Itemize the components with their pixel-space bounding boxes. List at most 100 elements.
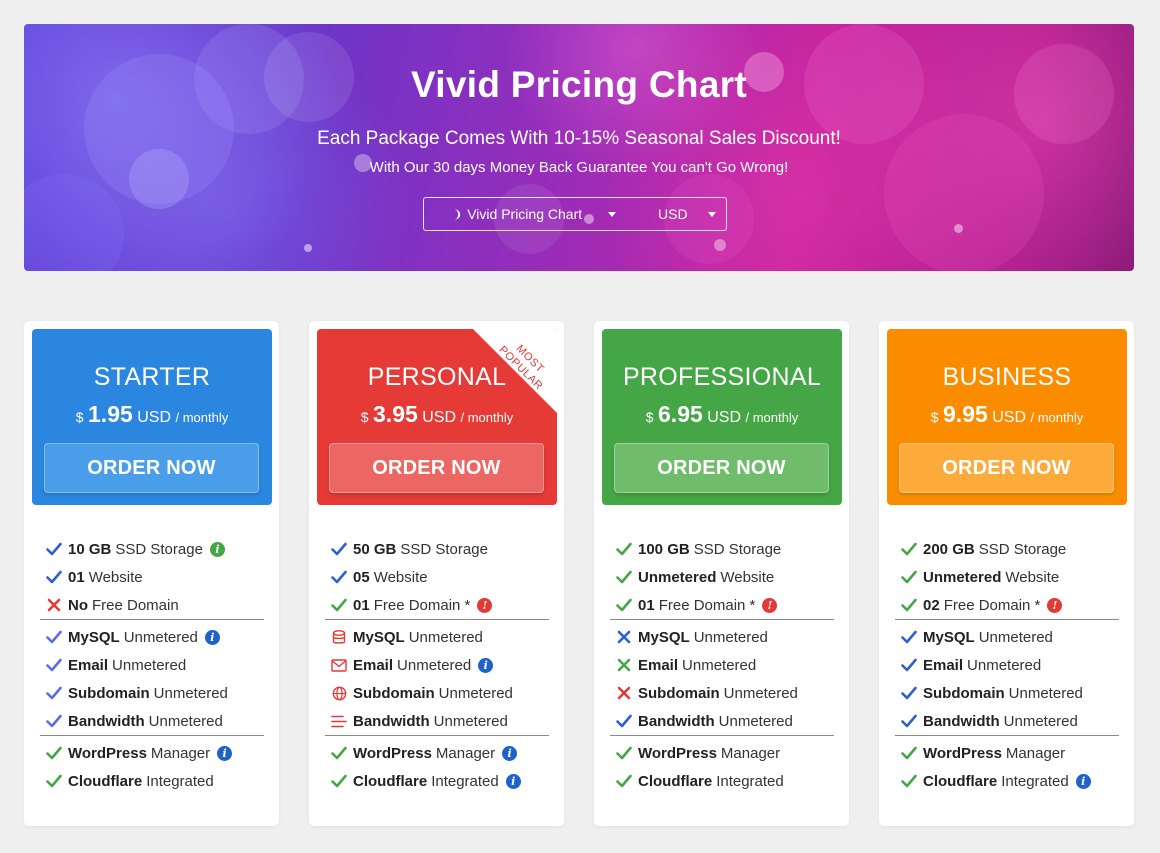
- feature-value: Cloudflare: [68, 772, 143, 790]
- info-icon[interactable]: i: [1075, 773, 1091, 789]
- check-icon: [44, 771, 64, 791]
- feature-value: Subdomain: [638, 684, 720, 702]
- feature-label: Free Domain *: [943, 596, 1041, 614]
- info-icon[interactable]: i: [505, 773, 521, 789]
- order-now-button[interactable]: ORDER NOW: [44, 443, 259, 493]
- plan-name: PROFESSIONAL: [622, 363, 822, 391]
- feature-item: Cloudflare Integrated: [610, 767, 834, 795]
- info-icon[interactable]: i: [209, 541, 225, 557]
- hero-subtitle: Each Package Comes With 10-15% Seasonal …: [317, 128, 841, 149]
- check-icon: [44, 683, 64, 703]
- pricing-card-personal: PERSONAL $ 3.95 USD / monthly ORDER NOW MOS…: [309, 321, 564, 826]
- feature-label: Unmetered: [112, 656, 187, 674]
- pricing-card-business: BUSINESS $ 9.95 USD / monthly ORDER NOW 200…: [879, 321, 1134, 826]
- feature-item: Email Unmetered: [40, 651, 264, 679]
- info-icon[interactable]: !: [1047, 597, 1063, 613]
- info-icon[interactable]: !: [477, 597, 493, 613]
- feature-label: Unmetered: [682, 656, 757, 674]
- order-now-button[interactable]: ORDER NOW: [614, 443, 829, 493]
- info-icon[interactable]: i: [204, 629, 220, 645]
- feature-value: Email: [638, 656, 679, 674]
- info-icon[interactable]: i: [478, 657, 494, 673]
- feature-value: 01: [68, 568, 85, 586]
- feature-label: SSD Storage: [400, 540, 488, 558]
- feature-value: Subdomain: [353, 684, 435, 702]
- feature-value: WordPress: [923, 744, 1002, 762]
- card-header: PROFESSIONAL $ 6.95 USD / monthly ORDER NO…: [602, 329, 842, 505]
- feature-list: 10 GB SSD Storage i 01 Website No Free Domain M…: [40, 535, 264, 795]
- feature-item: Unmetered Website: [610, 563, 834, 591]
- feature-label: Free Domain: [92, 596, 179, 614]
- plan-price: $ 3.95 USD / monthly: [317, 401, 557, 428]
- feature-divider: [40, 735, 264, 736]
- feature-item: 05 Website: [325, 563, 549, 591]
- info-icon[interactable]: i: [502, 745, 518, 761]
- feature-label: Unmetered: [693, 628, 768, 646]
- envelope-icon: [329, 655, 349, 675]
- feature-label: Website: [1005, 568, 1060, 586]
- currency-code: USD: [422, 409, 457, 426]
- info-icon[interactable]: !: [762, 597, 778, 613]
- feature-item: 50 GB SSD Storage: [325, 535, 549, 563]
- card-header: BUSINESS $ 9.95 USD / monthly ORDER NOW: [887, 329, 1127, 505]
- feature-item: Subdomain Unmetered: [325, 679, 549, 707]
- order-now-button[interactable]: ORDER NOW: [899, 443, 1114, 493]
- feature-label: Integrated: [431, 772, 499, 790]
- feature-label: Integrated: [716, 772, 784, 790]
- check-icon: [614, 711, 634, 731]
- theme-select-value: Vivid Pricing Chart: [467, 206, 583, 222]
- feature-value: No: [68, 596, 88, 614]
- billing-period: / monthly: [745, 410, 799, 425]
- check-icon: [899, 539, 919, 559]
- check-icon: [44, 567, 64, 587]
- feature-item: Cloudflare Integrated: [40, 767, 264, 795]
- cross-icon: [614, 655, 634, 675]
- currency-code: USD: [707, 409, 742, 426]
- feature-label: Manager: [720, 744, 781, 762]
- feature-value: Bandwidth: [353, 712, 430, 730]
- hero-banner: Vivid Pricing Chart Each Package Comes W…: [24, 24, 1134, 271]
- currency-select[interactable]: USD: [626, 198, 726, 230]
- feature-value: Cloudflare: [923, 772, 998, 790]
- feature-item: Subdomain Unmetered: [895, 679, 1119, 707]
- feature-divider: [325, 619, 549, 620]
- feature-value: 50 GB: [353, 540, 397, 558]
- feature-item: Bandwidth Unmetered: [325, 707, 549, 735]
- check-icon: [44, 743, 64, 763]
- feature-divider: [610, 735, 834, 736]
- billing-period: / monthly: [1030, 410, 1084, 425]
- feature-value: Cloudflare: [638, 772, 713, 790]
- feature-label: Unmetered: [723, 684, 798, 702]
- feature-item: WordPress Manager i: [40, 739, 264, 767]
- feature-item: MySQL Unmetered: [325, 623, 549, 651]
- currency-symbol: $: [930, 409, 939, 425]
- feature-value: 200 GB: [923, 540, 975, 558]
- info-icon[interactable]: i: [217, 745, 233, 761]
- price-amount: 6.95: [658, 401, 703, 427]
- plan-price: $ 6.95 USD / monthly: [602, 401, 842, 428]
- check-icon: [899, 683, 919, 703]
- pricing-card-professional: PROFESSIONAL $ 6.95 USD / monthly ORDER NO…: [594, 321, 849, 826]
- price-amount: 3.95: [373, 401, 418, 427]
- feature-label: Unmetered: [153, 684, 228, 702]
- theme-select[interactable]: ❩ Vivid Pricing Chart: [424, 198, 626, 230]
- feature-item: 01 Free Domain *!: [610, 591, 834, 619]
- feature-item: Bandwidth Unmetered: [895, 707, 1119, 735]
- order-now-button[interactable]: ORDER NOW: [329, 443, 544, 493]
- feature-value: Bandwidth: [68, 712, 145, 730]
- billing-period: / monthly: [460, 410, 514, 425]
- plan-name: BUSINESS: [942, 363, 1072, 391]
- feature-value: 02: [923, 596, 940, 614]
- feature-value: WordPress: [638, 744, 717, 762]
- feature-label: SSD Storage: [693, 540, 782, 558]
- globe-icon: [329, 683, 349, 703]
- feature-label: Integrated: [1001, 772, 1069, 790]
- feature-divider: [325, 735, 549, 736]
- feature-value: Cloudflare: [353, 772, 428, 790]
- check-icon: [329, 539, 349, 559]
- feature-label: Unmetered: [433, 712, 508, 730]
- feature-label: Website: [720, 568, 775, 586]
- feature-value: Email: [923, 656, 964, 674]
- feature-value: 01: [638, 596, 655, 614]
- pricing-card-starter: STARTER $ 1.95 USD / monthly ORDER NOW 10 G…: [24, 321, 279, 826]
